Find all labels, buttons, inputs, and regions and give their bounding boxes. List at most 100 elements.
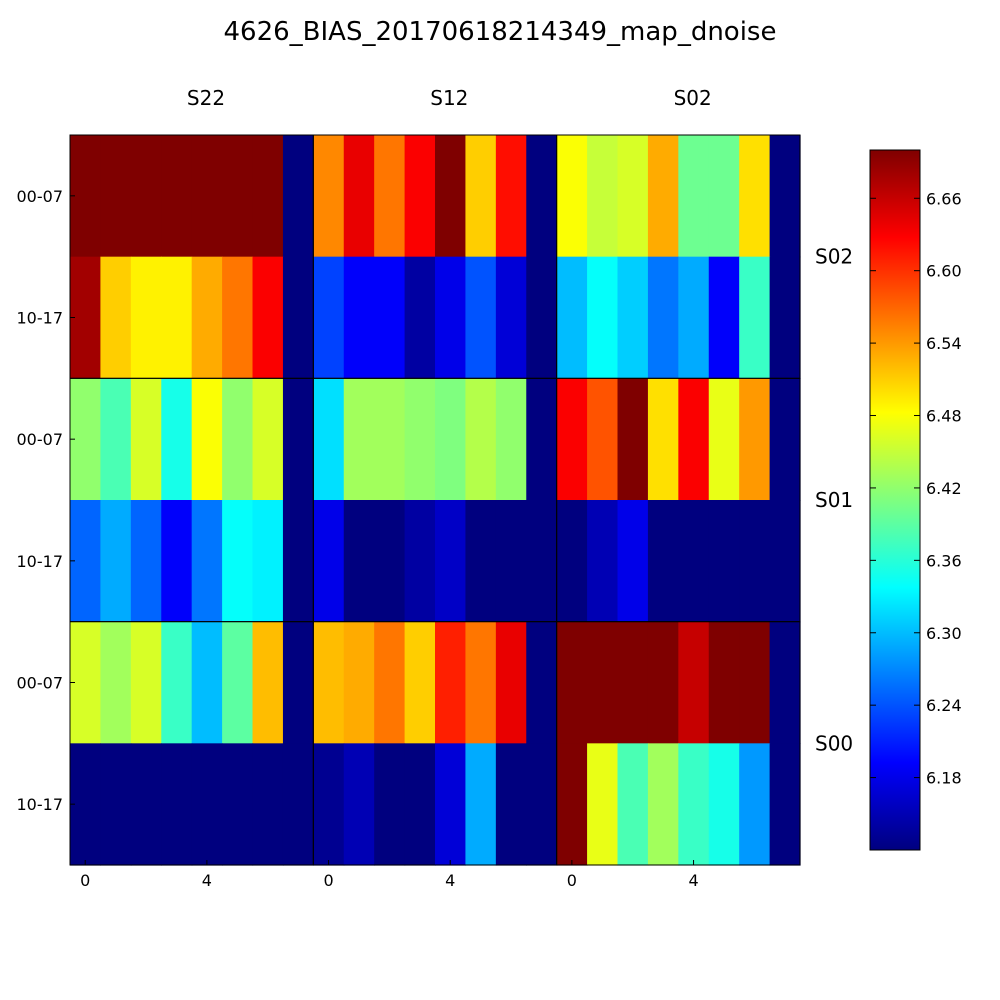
x-tick-label: 0 bbox=[567, 871, 577, 890]
heatmap-cell bbox=[435, 135, 467, 258]
heatmap-cell bbox=[556, 621, 588, 744]
heatmap-cell bbox=[435, 621, 467, 744]
heatmap-cell bbox=[465, 256, 497, 379]
y-tick-label: 00-07 bbox=[17, 187, 64, 206]
heatmap-cell bbox=[100, 135, 132, 258]
column-header: S12 bbox=[430, 86, 468, 110]
heatmap-cell bbox=[678, 500, 710, 623]
heatmap-cell bbox=[465, 743, 497, 866]
heatmap-cell bbox=[343, 621, 375, 744]
heatmap-cell bbox=[526, 135, 558, 258]
heatmap-cell bbox=[435, 743, 467, 866]
heatmap-cell bbox=[130, 500, 162, 623]
y-tick-label: 00-07 bbox=[17, 430, 64, 449]
heatmap-cell bbox=[465, 135, 497, 258]
heatmap-cell bbox=[556, 256, 588, 379]
heatmap-cell bbox=[191, 743, 223, 866]
heatmap-cell bbox=[282, 135, 314, 258]
heatmap-cell bbox=[587, 743, 619, 866]
heatmap-cell bbox=[739, 621, 771, 744]
heatmap-cell bbox=[404, 378, 436, 501]
heatmap-cell bbox=[647, 621, 679, 744]
heatmap-cell bbox=[404, 256, 436, 379]
heatmap-cell bbox=[191, 621, 223, 744]
heatmap-cell bbox=[130, 135, 162, 258]
heatmap-cell bbox=[161, 621, 193, 744]
heatmap-cell bbox=[647, 500, 679, 623]
heatmap-cell bbox=[465, 378, 497, 501]
heatmap-cell bbox=[222, 500, 254, 623]
column-header: S02 bbox=[674, 86, 712, 110]
heatmap-cell bbox=[343, 135, 375, 258]
heatmap-cell bbox=[282, 378, 314, 501]
heatmap-cell bbox=[678, 135, 710, 258]
heatmap-cell bbox=[678, 256, 710, 379]
heatmap-cell bbox=[130, 256, 162, 379]
heatmap-cell bbox=[678, 743, 710, 866]
heatmap-cell bbox=[708, 743, 740, 866]
heatmap-cell bbox=[282, 621, 314, 744]
heatmap-cell bbox=[161, 256, 193, 379]
row-headers: S02 S01 S00 bbox=[815, 245, 853, 756]
heatmap-cells bbox=[70, 135, 801, 866]
x-tick-label: 4 bbox=[688, 871, 698, 890]
heatmap-cell bbox=[495, 743, 527, 866]
heatmap-cell bbox=[495, 135, 527, 258]
panel-borders bbox=[69, 134, 801, 866]
heatmap-cell bbox=[617, 743, 649, 866]
colorbar-tick-label: 6.54 bbox=[926, 334, 962, 353]
heatmap-cell bbox=[374, 621, 406, 744]
heatmap-cell bbox=[587, 256, 619, 379]
heatmap-cell bbox=[435, 256, 467, 379]
heatmap-cell bbox=[70, 378, 102, 501]
heatmap-cell bbox=[556, 378, 588, 501]
heatmap-cell bbox=[769, 621, 801, 744]
panel-border bbox=[556, 621, 801, 866]
x-tick-label: 0 bbox=[80, 871, 90, 890]
heatmap-cell bbox=[70, 500, 102, 623]
heatmap-cell bbox=[191, 378, 223, 501]
heatmap-cell bbox=[130, 378, 162, 501]
heatmap-cell bbox=[313, 378, 345, 501]
heatmap-cell bbox=[404, 621, 436, 744]
heatmap-cell bbox=[313, 135, 345, 258]
row-header: S02 bbox=[815, 245, 853, 269]
x-axis-ticks: 0 4 0 4 0 4 bbox=[80, 860, 699, 890]
heatmap-cell bbox=[678, 621, 710, 744]
heatmap-cell bbox=[252, 378, 284, 501]
row-header: S00 bbox=[815, 731, 853, 755]
heatmap-cell bbox=[343, 500, 375, 623]
y-tick-label: 10-17 bbox=[17, 795, 64, 814]
heatmap-cell bbox=[556, 135, 588, 258]
heatmap-cell bbox=[100, 500, 132, 623]
heatmap-cell bbox=[617, 256, 649, 379]
heatmap-cell bbox=[343, 378, 375, 501]
colorbar: 6.18 6.24 6.30 6.36 6.42 6.48 6.54 6.60 6.66 bbox=[869, 149, 962, 851]
y-tick-label: 10-17 bbox=[17, 309, 64, 328]
heatmap-cell bbox=[374, 256, 406, 379]
heatmap-cell bbox=[617, 135, 649, 258]
heatmap-cell bbox=[222, 135, 254, 258]
chart-title: 4626_BIAS_20170618214349_map_dnoise bbox=[224, 17, 777, 47]
heatmap-cell bbox=[252, 743, 284, 866]
x-tick-label: 4 bbox=[202, 871, 212, 890]
heatmap-cell bbox=[100, 743, 132, 866]
column-headers: S22 S12 S02 bbox=[187, 86, 712, 110]
x-tick-label: 4 bbox=[445, 871, 455, 890]
colorbar-tick-label: 6.48 bbox=[926, 407, 962, 426]
colorbar-gradient bbox=[869, 149, 921, 851]
heatmap-cell bbox=[587, 378, 619, 501]
heatmap-cell bbox=[556, 500, 588, 623]
heatmap-cell bbox=[374, 135, 406, 258]
heatmap-cell bbox=[404, 743, 436, 866]
column-header: S22 bbox=[187, 86, 225, 110]
heatmap-cell bbox=[70, 621, 102, 744]
heatmap-cell bbox=[343, 743, 375, 866]
heatmap-cell bbox=[374, 743, 406, 866]
heatmap-cell bbox=[435, 378, 467, 501]
heatmap-cell bbox=[769, 743, 801, 866]
heatmap-cell bbox=[708, 621, 740, 744]
y-tick-label: 10-17 bbox=[17, 552, 64, 571]
heatmap-cell bbox=[222, 621, 254, 744]
heatmap-cell bbox=[313, 256, 345, 379]
